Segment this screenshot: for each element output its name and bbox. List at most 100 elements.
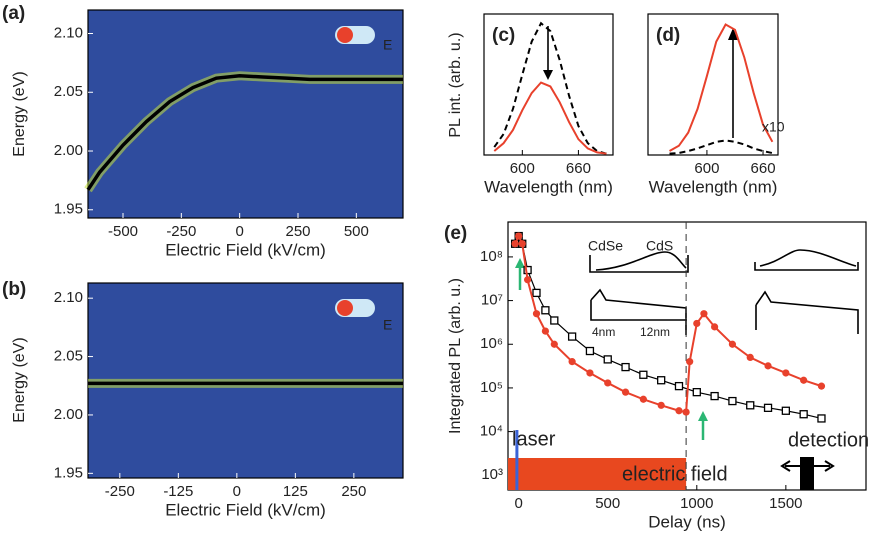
point: [550, 316, 559, 325]
y-tick-label: 2.00: [54, 142, 83, 159]
x-tick-label: 125: [283, 483, 308, 500]
y-tick-label: 10⁶: [480, 335, 503, 352]
point: [603, 355, 612, 364]
plot-frame: [483, 13, 614, 156]
point: [511, 240, 519, 248]
curve: [514, 233, 822, 414]
y-tick-label: 1.95: [54, 464, 83, 481]
point: [541, 327, 550, 335]
x-axis-title: Wavelength (nm): [484, 177, 613, 196]
y-tick-label: 2.10: [54, 24, 83, 41]
panel-label: (b): [2, 279, 26, 300]
x-tick-label: 0: [233, 483, 241, 500]
x-tick-label: 500: [344, 223, 369, 240]
point: [621, 388, 630, 396]
x-tick-label: -250: [105, 483, 135, 500]
point: [693, 319, 701, 328]
annotation: 12nm: [640, 325, 670, 339]
annotation: x10: [762, 119, 785, 135]
x-tick-label: 600: [694, 160, 719, 177]
point: [692, 388, 701, 397]
point: [657, 376, 666, 385]
plot-frame: [647, 13, 779, 156]
annotation: E: [383, 37, 392, 53]
point: [523, 276, 532, 284]
point: [710, 391, 719, 401]
point: [586, 369, 594, 377]
point: [674, 381, 684, 391]
x-tick-label: 0: [235, 223, 243, 240]
point: [781, 406, 791, 415]
point: [764, 362, 772, 370]
annotation: CdS: [646, 238, 673, 254]
x-tick-label: -125: [163, 483, 193, 500]
x-axis-title: Electric Field (kV/cm): [165, 500, 326, 519]
x-tick-label: 1500: [769, 495, 802, 512]
point: [711, 323, 719, 331]
panel-label: (a): [2, 3, 25, 24]
point: [817, 382, 826, 390]
point: [567, 332, 577, 341]
point: [700, 310, 708, 318]
point: [585, 346, 595, 356]
x-tick-label: 1000: [680, 495, 713, 512]
x-axis-title: Electric Field (kV/cm): [165, 240, 326, 259]
plot-frame: [507, 221, 867, 491]
heatmap-bg: [88, 10, 403, 218]
x-tick-label: 660: [751, 160, 776, 177]
annotation: detection: [788, 429, 869, 451]
y-axis-title: Energy (eV): [11, 337, 28, 422]
point: [728, 396, 737, 406]
panel-label: (e): [444, 223, 467, 244]
y-tick-label: 2.05: [54, 348, 83, 365]
point: [782, 369, 790, 377]
point: [799, 410, 808, 419]
point: [728, 340, 737, 348]
y-tick-label: 10⁸: [480, 248, 503, 265]
decor: [515, 26, 859, 490]
x-tick-label: 250: [341, 483, 366, 500]
curve: [493, 21, 607, 155]
y-axis-title: PL int. (arb. u.): [447, 32, 464, 137]
point: [568, 358, 576, 366]
x-tick-label: 600: [510, 160, 535, 177]
e-icon-dot: [337, 300, 353, 316]
curve: [669, 139, 773, 155]
x-axis-title: Wavelength (nm): [649, 177, 778, 196]
point: [817, 414, 826, 423]
point: [518, 240, 526, 248]
point: [604, 379, 612, 387]
y-tick-label: 10³: [481, 466, 503, 483]
x-tick-label: -250: [166, 223, 196, 240]
x-axis-title: Delay (ns): [648, 512, 725, 531]
point: [800, 376, 808, 384]
y-tick-label: 10⁵: [480, 379, 503, 396]
point: [621, 362, 630, 372]
point: [639, 395, 647, 403]
x-tick-label: 250: [285, 223, 310, 240]
point: [515, 232, 523, 240]
y-axis-title: Integrated PL (arb. u.): [447, 278, 464, 434]
annotation: CdSe: [588, 238, 623, 254]
curve: [514, 234, 822, 420]
point: [657, 401, 665, 409]
x-tick-label: 500: [595, 495, 620, 512]
panel-label: (d): [656, 25, 680, 46]
annotation: electric field: [622, 463, 728, 485]
y-tick-label: 2.00: [54, 406, 83, 423]
plot-frame: [87, 9, 404, 219]
e-icon-dot: [337, 27, 353, 43]
point: [532, 310, 541, 318]
panel-label: (c): [492, 25, 515, 46]
curve: [493, 81, 607, 155]
curve: [86, 74, 403, 191]
x-tick-label: -500: [108, 223, 138, 240]
point: [746, 353, 754, 362]
x-tick-label: 660: [566, 160, 591, 177]
point: [532, 288, 541, 298]
y-tick-label: 2.10: [54, 289, 83, 306]
annotation: E: [383, 317, 392, 333]
y-tick-label: 10⁴: [480, 423, 503, 440]
point: [682, 408, 690, 416]
